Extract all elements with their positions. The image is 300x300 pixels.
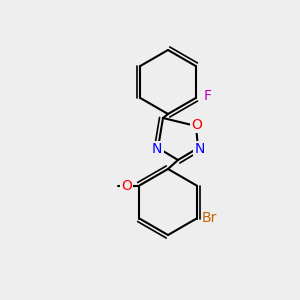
Text: N: N (195, 142, 205, 156)
Text: F: F (204, 89, 212, 103)
Text: O: O (121, 178, 132, 193)
Text: O: O (192, 118, 203, 132)
Text: N: N (152, 142, 162, 156)
Text: Br: Br (202, 212, 217, 226)
